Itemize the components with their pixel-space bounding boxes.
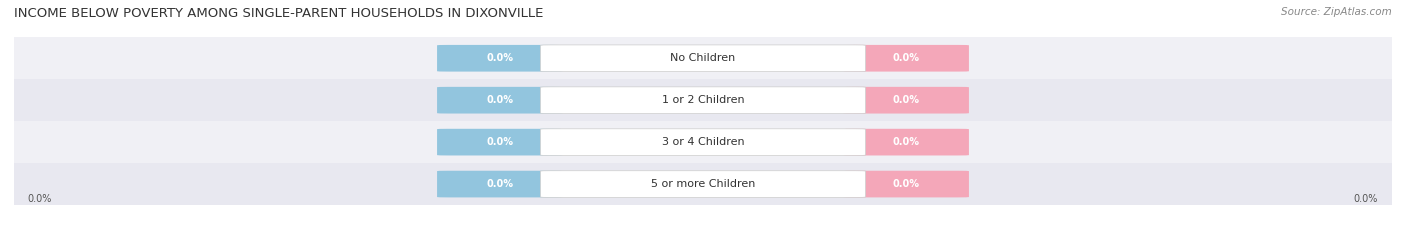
FancyBboxPatch shape <box>844 87 969 113</box>
FancyBboxPatch shape <box>437 129 562 155</box>
Text: No Children: No Children <box>671 53 735 63</box>
FancyBboxPatch shape <box>437 45 562 72</box>
FancyBboxPatch shape <box>844 171 969 197</box>
FancyBboxPatch shape <box>540 129 866 155</box>
Text: 0.0%: 0.0% <box>486 137 513 147</box>
Text: 5 or more Children: 5 or more Children <box>651 179 755 189</box>
Text: 0.0%: 0.0% <box>486 95 513 105</box>
FancyBboxPatch shape <box>540 87 866 113</box>
Text: 1 or 2 Children: 1 or 2 Children <box>662 95 744 105</box>
FancyBboxPatch shape <box>437 87 562 113</box>
Text: Source: ZipAtlas.com: Source: ZipAtlas.com <box>1281 7 1392 17</box>
Text: INCOME BELOW POVERTY AMONG SINGLE-PARENT HOUSEHOLDS IN DIXONVILLE: INCOME BELOW POVERTY AMONG SINGLE-PARENT… <box>14 7 544 20</box>
FancyBboxPatch shape <box>540 45 866 72</box>
Text: 0.0%: 0.0% <box>28 194 52 204</box>
FancyBboxPatch shape <box>540 171 866 197</box>
Text: 0.0%: 0.0% <box>893 95 920 105</box>
Text: 0.0%: 0.0% <box>893 53 920 63</box>
Text: 0.0%: 0.0% <box>486 179 513 189</box>
Text: 0.0%: 0.0% <box>893 179 920 189</box>
Bar <box>14 79 1392 121</box>
FancyBboxPatch shape <box>844 129 969 155</box>
Text: 0.0%: 0.0% <box>486 53 513 63</box>
FancyBboxPatch shape <box>437 171 562 197</box>
FancyBboxPatch shape <box>844 45 969 72</box>
Bar <box>14 121 1392 163</box>
Bar <box>14 37 1392 79</box>
Bar <box>14 163 1392 205</box>
Text: 3 or 4 Children: 3 or 4 Children <box>662 137 744 147</box>
Text: 0.0%: 0.0% <box>893 137 920 147</box>
Text: 0.0%: 0.0% <box>1354 194 1378 204</box>
